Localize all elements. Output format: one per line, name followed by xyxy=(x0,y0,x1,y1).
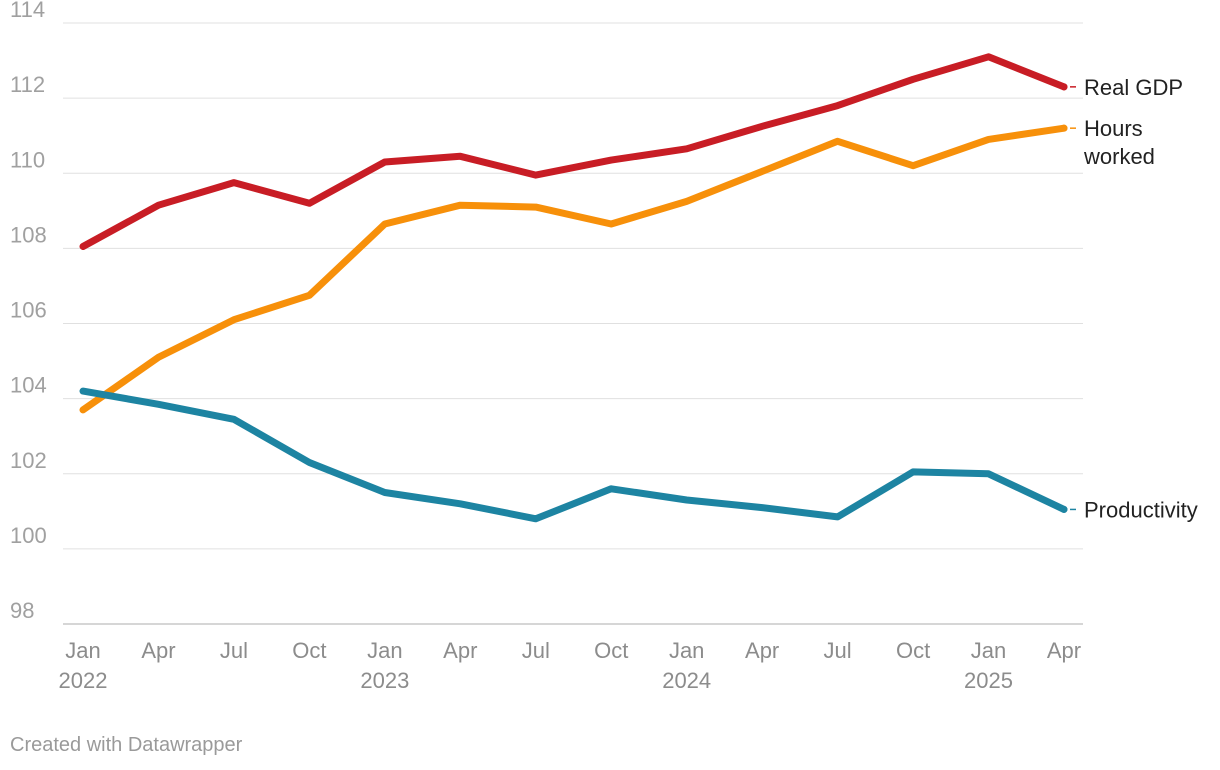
x-tick-label-month: Apr xyxy=(1047,638,1081,663)
x-tick-label-month: Oct xyxy=(594,638,628,663)
gridlines xyxy=(63,22,1083,625)
x-tick-label-month: Apr xyxy=(443,638,477,663)
y-tick-label: 98 xyxy=(10,598,34,623)
x-tick-label-month: Jul xyxy=(220,638,248,663)
y-tick-label: 104 xyxy=(10,373,47,398)
x-tick-label-month: Jan xyxy=(367,638,402,663)
x-tick-label-month: Jan xyxy=(971,638,1006,663)
x-tick-label-month: Jan xyxy=(669,638,704,663)
series-line-real-gdp xyxy=(79,53,1068,250)
y-tick-label: 112 xyxy=(10,72,45,97)
x-tick-label-year: 2023 xyxy=(360,668,409,693)
series-label-hours-worked: Hours worked xyxy=(1083,116,1155,169)
y-tick-label: 110 xyxy=(10,147,45,172)
series-labels: Real GDP Hours worked Productivity xyxy=(1070,75,1198,522)
series-line-hours-worked xyxy=(79,124,1068,414)
series-endpoint-productivity xyxy=(1060,505,1068,513)
series-line-productivity xyxy=(79,387,1068,523)
y-tick-label: 108 xyxy=(10,222,47,247)
x-tick-label-month: Jul xyxy=(824,638,852,663)
series-lines xyxy=(79,53,1068,523)
datawrapper-credit: Created with Datawrapper xyxy=(10,734,243,756)
x-tick-label-month: Oct xyxy=(292,638,326,663)
y-tick-label: 114 xyxy=(10,0,45,22)
x-tick-label-month: Oct xyxy=(896,638,930,663)
x-tick-label-year: 2025 xyxy=(964,668,1013,693)
y-tick-label: 102 xyxy=(10,448,47,473)
y-tick-label: 100 xyxy=(10,523,47,548)
x-tick-label-month: Apr xyxy=(745,638,779,663)
x-tick-label-month: Jul xyxy=(522,638,550,663)
y-axis-ticks: 98 100 102 104 106 108 110 112 114 xyxy=(10,0,47,623)
x-tick-label-year: 2022 xyxy=(59,668,108,693)
series-endpoint-real-gdp xyxy=(1060,83,1068,91)
series-label-productivity: Productivity xyxy=(1084,497,1198,522)
x-tick-label-month: Apr xyxy=(141,638,175,663)
series-endpoint-hours-worked xyxy=(1060,124,1068,132)
y-tick-label: 106 xyxy=(10,298,47,323)
x-axis-ticks: Jan 2022 Apr Jul Oct Jan 2023 Apr Jul Oct Jan 2024 A… xyxy=(59,638,1082,693)
x-tick-label-month: Jan xyxy=(65,638,100,663)
series-label-real-gdp: Real GDP xyxy=(1084,75,1183,100)
x-tick-label-year: 2024 xyxy=(662,668,711,693)
